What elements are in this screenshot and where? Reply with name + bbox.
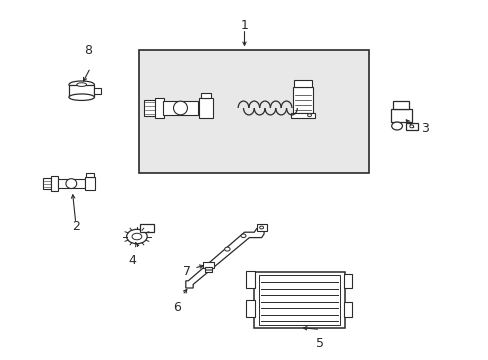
Polygon shape: [185, 229, 264, 288]
Bar: [86, 173, 94, 177]
Ellipse shape: [126, 229, 147, 244]
Text: 2: 2: [72, 220, 80, 233]
Text: 6: 6: [173, 301, 181, 314]
Text: 3: 3: [421, 122, 428, 135]
Bar: [155, 98, 163, 118]
Ellipse shape: [259, 226, 263, 229]
Ellipse shape: [241, 234, 245, 238]
Ellipse shape: [409, 125, 413, 128]
Ellipse shape: [69, 81, 94, 88]
Bar: [390, 109, 411, 122]
Bar: [259, 275, 339, 325]
Bar: [254, 272, 344, 328]
Bar: [290, 113, 315, 118]
Bar: [94, 88, 101, 94]
Bar: [256, 224, 266, 231]
Ellipse shape: [66, 179, 77, 189]
Bar: [246, 300, 255, 317]
Bar: [43, 178, 51, 189]
Bar: [343, 274, 351, 288]
Ellipse shape: [224, 247, 230, 251]
Ellipse shape: [132, 233, 142, 240]
Bar: [144, 100, 156, 116]
Bar: [199, 98, 213, 118]
Bar: [163, 101, 198, 115]
Bar: [51, 176, 58, 191]
Bar: [203, 262, 213, 268]
Ellipse shape: [69, 94, 94, 100]
Bar: [140, 224, 154, 232]
Bar: [200, 93, 210, 98]
Bar: [293, 87, 312, 113]
Bar: [58, 179, 84, 189]
Text: 5: 5: [316, 337, 324, 350]
Text: 7: 7: [183, 265, 191, 278]
Text: 4: 4: [128, 255, 136, 267]
Ellipse shape: [307, 114, 311, 117]
Bar: [204, 267, 211, 272]
Bar: [246, 271, 255, 288]
Text: 1: 1: [240, 19, 248, 32]
Text: 8: 8: [84, 44, 92, 57]
Bar: [85, 177, 95, 190]
Bar: [139, 50, 368, 173]
Bar: [343, 302, 351, 317]
Bar: [294, 80, 311, 87]
Ellipse shape: [391, 122, 402, 130]
Ellipse shape: [173, 101, 187, 115]
Ellipse shape: [77, 83, 86, 86]
Bar: [69, 85, 94, 97]
Bar: [392, 101, 408, 109]
Bar: [405, 123, 417, 130]
